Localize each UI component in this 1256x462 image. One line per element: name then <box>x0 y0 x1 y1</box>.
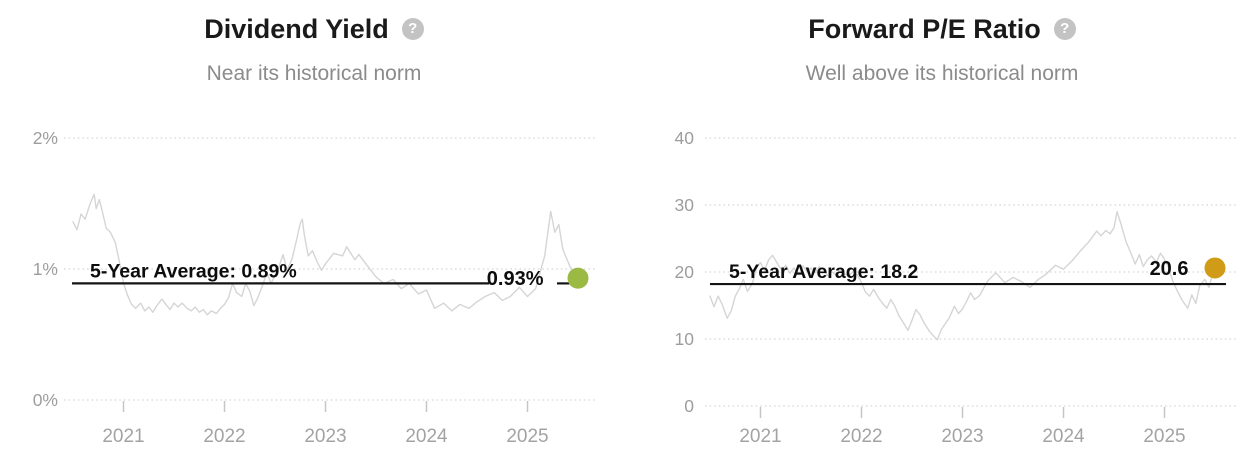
series-line <box>72 193 579 316</box>
y-axis-label: 10 <box>675 329 695 349</box>
y-axis-label: 0 <box>684 396 694 416</box>
y-axis-label: 30 <box>675 195 695 215</box>
x-axis-label: 2023 <box>304 426 346 447</box>
x-axis-label: 2024 <box>1042 426 1085 447</box>
x-axis-label: 2024 <box>405 426 448 447</box>
forward-pe-subtitle: Well above its historical norm <box>805 62 1079 85</box>
dividend-yield-subtitle: Near its historical norm <box>206 62 422 85</box>
x-axis-label: 2021 <box>102 426 144 447</box>
dividend-yield-plot: 2% 1% 0% 2021 2022 2023 2024 2025 5-Year Average… <box>33 128 596 447</box>
y-axis-label: 20 <box>675 262 695 282</box>
x-axis-label: 2023 <box>941 426 983 447</box>
x-axis-label: 2025 <box>1143 426 1185 447</box>
current-value-label: 20.6 <box>1150 258 1189 280</box>
y-axis-label: 1% <box>33 259 58 279</box>
forward-pe-plot: 40 30 20 10 0 2021 2022 2023 2024 2025 5-Year Aver… <box>675 128 1238 447</box>
current-value-dot <box>1204 257 1226 279</box>
question-mark-icon[interactable]: ? <box>401 18 424 40</box>
x-axis-label: 2022 <box>203 426 245 447</box>
x-axis-label: 2025 <box>506 426 548 447</box>
forward-pe-title-row: Forward P/E Ratio ? <box>628 11 1256 47</box>
question-mark-icon[interactable]: ? <box>1053 18 1076 40</box>
current-value-dot <box>567 267 589 289</box>
average-label: 5-Year Average: 0.89% <box>90 260 297 282</box>
x-axis-label: 2021 <box>739 426 781 447</box>
y-axis-label: 0% <box>33 390 58 410</box>
x-axis-label: 2022 <box>840 426 882 447</box>
series-line <box>709 210 1216 341</box>
dividend-yield-panel: Dividend Yield ? Near its historical nor… <box>0 11 628 447</box>
forward-pe-panel: Forward P/E Ratio ? Well above its histo… <box>628 0 1256 462</box>
dividend-yield-title: Dividend Yield <box>204 14 389 44</box>
y-axis-label: 40 <box>675 128 695 148</box>
forward-pe-title: Forward P/E Ratio <box>808 14 1041 44</box>
y-axis-label: 2% <box>33 128 58 148</box>
dividend-yield-title-row: Dividend Yield ? <box>0 11 628 47</box>
current-value-label: 0.93% <box>487 268 544 290</box>
average-label: 5-Year Average: 18.2 <box>729 261 918 283</box>
